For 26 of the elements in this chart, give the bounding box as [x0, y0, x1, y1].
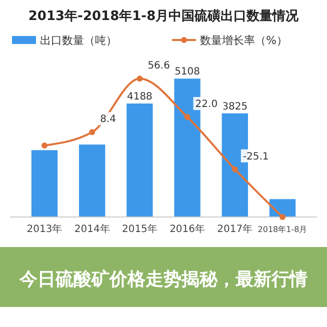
point [184, 114, 190, 120]
data-label: 22.0 [195, 99, 218, 110]
x-tick-label: 2013年 [26, 223, 62, 235]
bar [79, 144, 106, 217]
data-label: -25.1 [242, 151, 269, 162]
data-label: 8.4 [100, 114, 116, 126]
bar [126, 104, 153, 217]
point [42, 142, 48, 148]
legend-label: 出口数量（吨） [40, 34, 117, 47]
data-label: 4188 [126, 92, 152, 103]
text: 今日硫酸矿价格走势揭秘，最新行情 [18, 269, 308, 290]
point [232, 166, 238, 172]
x-tick-label: 2016年 [170, 223, 206, 235]
x-tick-label: 2015年 [122, 223, 158, 235]
data-label: 3825 [222, 101, 248, 112]
x-tick-label: 2018年1-8月 [258, 225, 308, 234]
legend-label: 数量增长率（%） [200, 34, 288, 47]
bar [31, 150, 58, 217]
x-tick-label: 2014年 [74, 223, 110, 235]
point [89, 129, 96, 136]
data-label: 5108 [174, 66, 200, 78]
x-tick-label: 2017年 [217, 223, 253, 235]
point [136, 76, 143, 82]
point [279, 214, 286, 220]
data-label: 56.6 [148, 60, 170, 72]
chart-title: 2013年-2018年1-8月中国硫磺出口数量情况 [28, 8, 300, 24]
